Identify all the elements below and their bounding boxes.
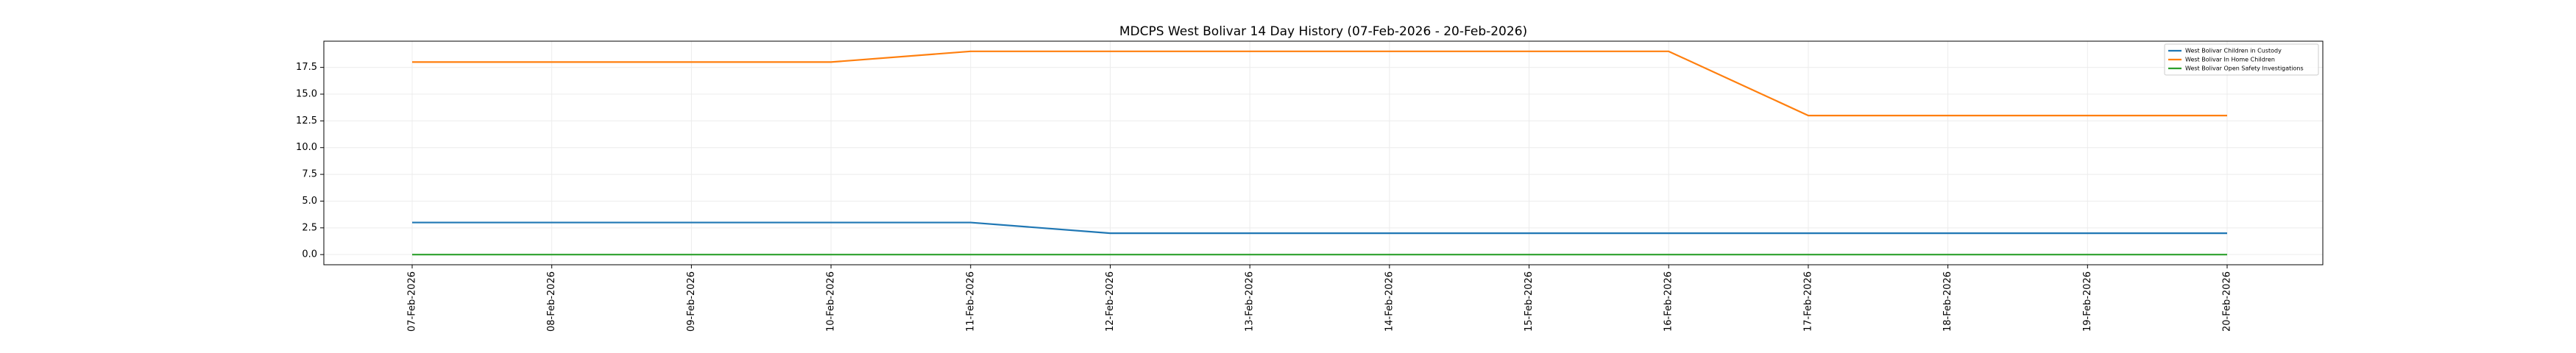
x-tick-label: 15-Feb-2026 xyxy=(1524,271,1535,332)
x-tick-label: 07-Feb-2026 xyxy=(407,271,418,332)
y-tick-label: 2.5 xyxy=(302,222,317,233)
x-tick-label: 19-Feb-2026 xyxy=(2082,271,2093,332)
legend-label: West Bolivar Children in Custody xyxy=(2185,48,2282,54)
chart-title: MDCPS West Bolivar 14 Day History (07-Fe… xyxy=(1119,24,1527,39)
y-tick-label: 0.0 xyxy=(302,249,317,260)
x-tick-label: 11-Feb-2026 xyxy=(965,271,976,332)
y-tick-label: 15.0 xyxy=(296,89,317,100)
legend-label: West Bolivar Open Safety Investigations xyxy=(2185,65,2304,72)
legend-box xyxy=(2164,43,2319,76)
y-tick-label: 5.0 xyxy=(302,196,317,207)
series-line-2 xyxy=(412,50,2227,117)
legend-label: West Bolivar In Home Children xyxy=(2185,57,2275,63)
x-tick-label: 12-Feb-2026 xyxy=(1105,271,1116,332)
y-tick-label: 12.5 xyxy=(296,115,317,126)
series-layer xyxy=(412,50,2227,256)
x-tick-label: 09-Feb-2026 xyxy=(686,271,697,332)
x-tick-label: 13-Feb-2026 xyxy=(1245,271,1256,332)
x-tick-label: 17-Feb-2026 xyxy=(1802,271,1814,332)
x-axis: 07-Feb-2026 08-Feb-2026 09-Feb-2026 10-Feb-… xyxy=(407,265,2233,332)
y-tick-label: 17.5 xyxy=(296,62,317,73)
y-tick-label: 10.0 xyxy=(296,142,317,153)
series-line-1 xyxy=(412,221,2227,235)
plot-frame xyxy=(323,40,2324,265)
x-tick-label: 16-Feb-2026 xyxy=(1663,271,1674,332)
y-tick-label: 7.5 xyxy=(302,169,317,180)
legend: West Bolivar Children in Custody West Bol… xyxy=(2164,43,2319,76)
x-tick-label: 10-Feb-2026 xyxy=(826,271,837,332)
x-tick-label: 14-Feb-2026 xyxy=(1384,271,1395,332)
y-axis: 0.0 2.5 5.0 7.5 10.0 12.5 15.0 17.5 xyxy=(296,62,324,260)
grid xyxy=(324,41,2323,265)
x-tick-label: 08-Feb-2026 xyxy=(546,271,557,332)
x-tick-label: 18-Feb-2026 xyxy=(1942,271,1953,332)
x-tick-label: 20-Feb-2026 xyxy=(2222,271,2233,332)
